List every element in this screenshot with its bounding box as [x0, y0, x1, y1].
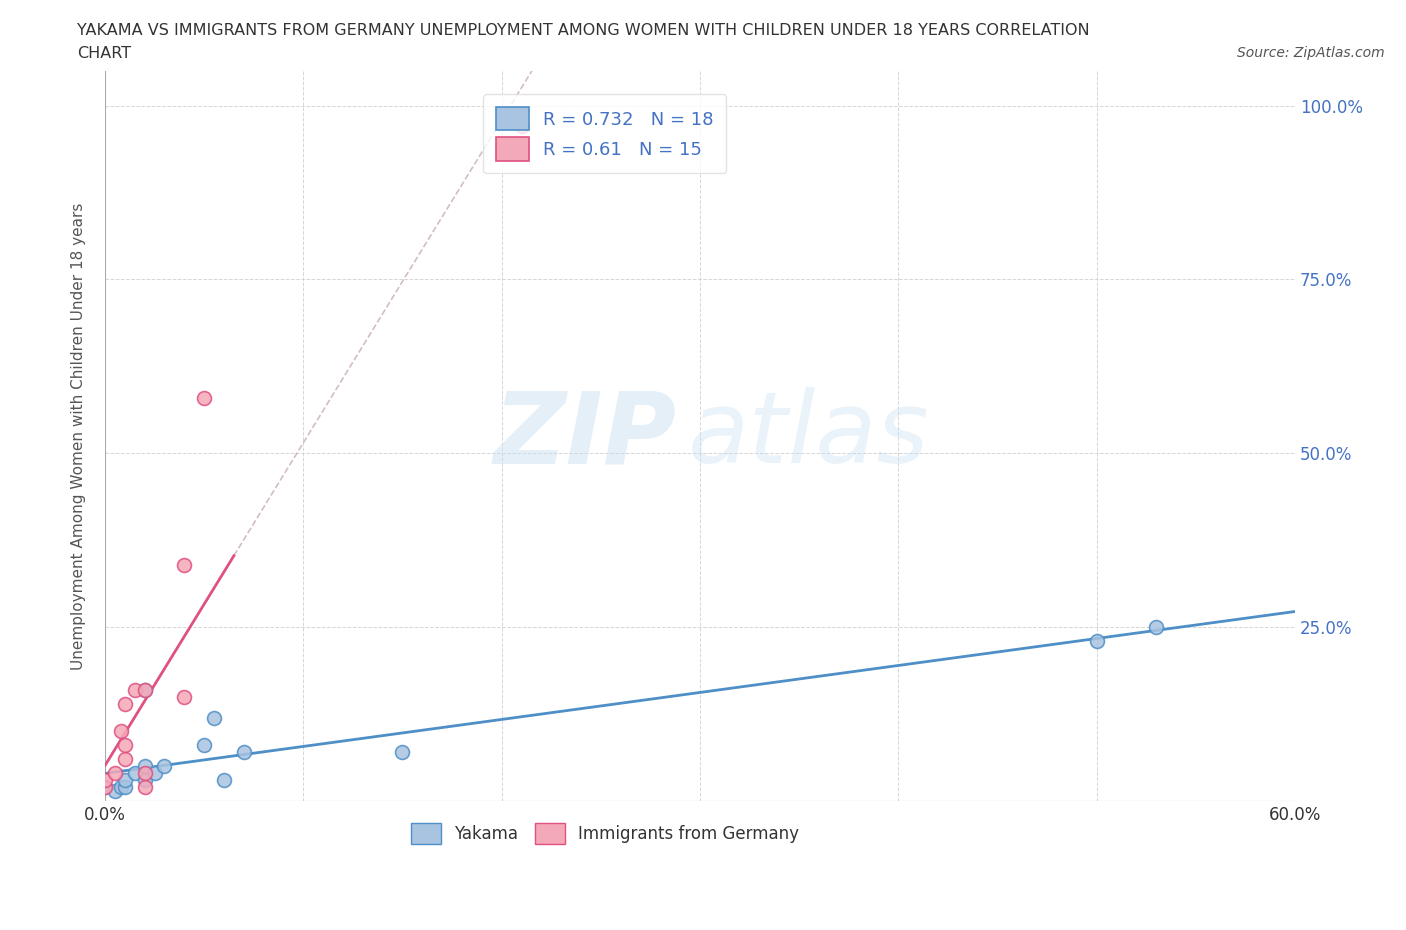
Point	[202, 711, 225, 725]
Point	[134, 765, 156, 780]
Point	[110, 779, 132, 794]
Point	[94, 779, 117, 794]
Point	[510, 119, 533, 134]
Point	[1144, 619, 1167, 634]
Point	[124, 683, 146, 698]
Point	[1085, 633, 1108, 648]
Text: YAKAMA VS IMMIGRANTS FROM GERMANY UNEMPLOYMENT AMONG WOMEN WITH CHILDREN UNDER 1: YAKAMA VS IMMIGRANTS FROM GERMANY UNEMPL…	[77, 23, 1090, 38]
Point	[94, 773, 117, 788]
Point	[143, 765, 166, 780]
Point	[232, 745, 254, 760]
Point	[104, 765, 127, 780]
Point	[114, 737, 136, 752]
Point	[173, 689, 195, 704]
Point	[114, 773, 136, 788]
Text: Source: ZipAtlas.com: Source: ZipAtlas.com	[1237, 46, 1385, 60]
Point	[391, 745, 413, 760]
Point	[134, 773, 156, 788]
Y-axis label: Unemployment Among Women with Children Under 18 years: Unemployment Among Women with Children U…	[72, 202, 86, 670]
Legend: Yakama, Immigrants from Germany: Yakama, Immigrants from Germany	[404, 817, 806, 851]
Point	[94, 779, 117, 794]
Point	[193, 737, 215, 752]
Point	[110, 724, 132, 738]
Point	[114, 779, 136, 794]
Point	[114, 751, 136, 766]
Point	[134, 779, 156, 794]
Point	[173, 557, 195, 572]
Point	[114, 697, 136, 711]
Point	[134, 683, 156, 698]
Text: ZIP: ZIP	[494, 388, 676, 485]
Point	[124, 765, 146, 780]
Point	[212, 773, 235, 788]
Point	[153, 759, 176, 774]
Text: CHART: CHART	[77, 46, 131, 61]
Point	[134, 683, 156, 698]
Text: atlas: atlas	[688, 388, 929, 485]
Point	[193, 391, 215, 405]
Point	[104, 783, 127, 798]
Point	[134, 759, 156, 774]
